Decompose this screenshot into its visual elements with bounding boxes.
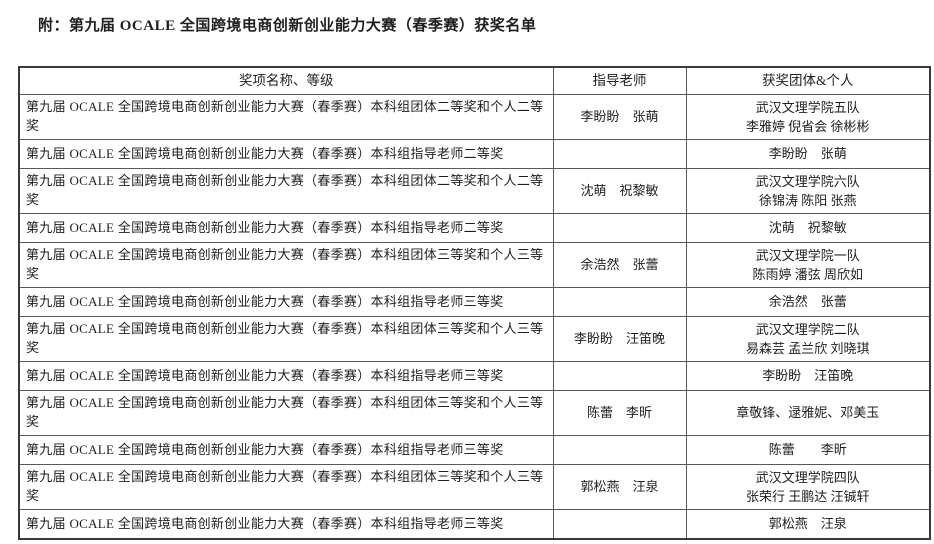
award-cell: 第九届 OCALE 全国跨境电商创新创业能力大赛（春季赛）本科组团体二等奖和个人…	[18, 94, 554, 140]
table-row: 第九届 OCALE 全国跨境电商创新创业能力大赛（春季赛）本科组团体三等奖和个人…	[18, 316, 931, 362]
winner-line: 李盼盼 张萌	[768, 146, 847, 162]
table-row: 第九届 OCALE 全国跨境电商创新创业能力大赛（春季赛）本科组指导老师三等奖 …	[18, 287, 931, 317]
table-row: 第九届 OCALE 全国跨境电商创新创业能力大赛（春季赛）本科组指导老师三等奖 …	[18, 435, 931, 465]
table-row: 第九届 OCALE 全国跨境电商创新创业能力大赛（春季赛）本科组指导老师三等奖 …	[18, 361, 931, 391]
table-row: 第九届 OCALE 全国跨境电商创新创业能力大赛（春季赛）本科组指导老师三等奖 …	[18, 509, 931, 540]
awards-table-header: 奖项名称、等级 指导老师 获奖团体&个人	[18, 66, 931, 95]
table-row: 第九届 OCALE 全国跨境电商创新创业能力大赛（春季赛）本科组指导老师二等奖 …	[18, 213, 931, 243]
teachers-cell	[552, 139, 687, 169]
awards-table: 奖项名称、等级 指导老师 获奖团体&个人 第九届 OCALE 全国跨境电商创新创…	[18, 66, 931, 540]
table-row: 第九届 OCALE 全国跨境电商创新创业能力大赛（春季赛）本科组团体三等奖和个人…	[18, 464, 931, 510]
teachers-cell: 李盼盼 汪笛晚	[552, 316, 687, 362]
teachers-cell	[552, 361, 687, 391]
teachers-cell	[552, 435, 687, 465]
table-row: 第九届 OCALE 全国跨境电商创新创业能力大赛（春季赛）本科组指导老师二等奖 …	[18, 139, 931, 169]
winner-line: 李雅婷 倪省会 徐彬彬	[745, 119, 870, 134]
award-cell: 第九届 OCALE 全国跨境电商创新创业能力大赛（春季赛）本科组指导老师三等奖	[18, 361, 554, 391]
award-cell: 第九届 OCALE 全国跨境电商创新创业能力大赛（春季赛）本科组指导老师二等奖	[18, 139, 554, 169]
award-cell: 第九届 OCALE 全国跨境电商创新创业能力大赛（春季赛）本科组指导老师三等奖	[18, 509, 554, 540]
header-advisor: 指导老师	[552, 66, 687, 95]
header-winners: 获奖团体&个人	[685, 66, 931, 95]
winners-cell: 武汉文理学院一队 陈雨婷 潘弦 周欣如	[685, 242, 931, 288]
table-row: 第九届 OCALE 全国跨境电商创新创业能力大赛（春季赛）本科组团体二等奖和个人…	[18, 94, 931, 140]
awards-table-body: 第九届 OCALE 全国跨境电商创新创业能力大赛（春季赛）本科组团体二等奖和个人…	[18, 94, 931, 540]
award-cell: 第九届 OCALE 全国跨境电商创新创业能力大赛（春季赛）本科组指导老师三等奖	[18, 287, 554, 317]
winner-line: 武汉文理学院二队	[755, 321, 860, 337]
winners-cell: 武汉文理学院四队 张荣行 王鹏达 汪铖轩	[685, 464, 931, 510]
award-cell: 第九届 OCALE 全国跨境电商创新创业能力大赛（春季赛）本科组指导老师二等奖	[18, 213, 554, 243]
winner-line: 李盼盼 汪笛晚	[762, 368, 854, 384]
winners-cell: 武汉文理学院二队 易森芸 孟兰欣 刘晓琪	[685, 316, 931, 362]
award-cell: 第九届 OCALE 全国跨境电商创新创业能力大赛（春季赛）本科组团体三等奖和个人…	[18, 242, 554, 288]
winner-line: 余浩然 张蕾	[768, 294, 847, 310]
award-cell: 第九届 OCALE 全国跨境电商创新创业能力大赛（春季赛）本科组团体三等奖和个人…	[18, 464, 554, 510]
winners-cell: 武汉文理学院五队 李雅婷 倪省会 徐彬彬	[685, 94, 931, 140]
teachers-cell: 郭松燕 汪泉	[552, 464, 687, 510]
award-cell: 第九届 OCALE 全国跨境电商创新创业能力大赛（春季赛）本科组指导老师三等奖	[18, 435, 554, 465]
header-award-name: 奖项名称、等级	[18, 66, 554, 95]
header-row: 奖项名称、等级 指导老师 获奖团体&个人	[18, 66, 931, 95]
winner-line: 武汉文理学院五队	[755, 99, 860, 115]
winner-line: 陈雨婷 潘弦 周欣如	[752, 267, 863, 282]
winners-cell: 李盼盼 汪笛晚	[685, 361, 931, 391]
winners-cell: 郭松燕 汪泉	[685, 509, 931, 540]
teachers-cell: 李盼盼 张萌	[552, 94, 687, 140]
winner-line: 章敬锋、逯雅妮、邓美玉	[736, 405, 880, 421]
winners-cell: 余浩然 张蕾	[685, 287, 931, 317]
winner-line: 武汉文理学院六队	[755, 173, 860, 189]
page-title: 附：第九届 OCALE 全国跨境电商创新创业能力大赛（春季赛）获奖名单	[38, 18, 537, 34]
teachers-cell: 沈萌 祝黎敏	[552, 168, 687, 214]
teachers-cell	[552, 213, 687, 243]
winner-line: 郭松燕 汪泉	[768, 516, 847, 532]
winner-line: 武汉文理学院一队	[755, 247, 860, 263]
teachers-cell: 陈蕾 李昕	[552, 390, 687, 436]
winner-line: 易森芸 孟兰欣 刘晓琪	[745, 341, 870, 356]
winner-line: 陈蕾 李昕	[768, 442, 847, 458]
winner-line: 徐锦涛 陈阳 张燕	[758, 193, 857, 208]
winners-cell: 章敬锋、逯雅妮、邓美玉	[685, 390, 931, 436]
teachers-cell	[552, 287, 687, 317]
winner-line: 沈萌 祝黎敏	[768, 220, 847, 236]
table-row: 第九届 OCALE 全国跨境电商创新创业能力大赛（春季赛）本科组团体三等奖和个人…	[18, 390, 931, 436]
winners-cell: 李盼盼 张萌	[685, 139, 931, 169]
winners-cell: 沈萌 祝黎敏	[685, 213, 931, 243]
teachers-cell	[552, 509, 687, 540]
award-cell: 第九届 OCALE 全国跨境电商创新创业能力大赛（春季赛）本科组团体二等奖和个人…	[18, 168, 554, 214]
table-row: 第九届 OCALE 全国跨境电商创新创业能力大赛（春季赛）本科组团体三等奖和个人…	[18, 242, 931, 288]
teachers-cell: 余浩然 张蕾	[552, 242, 687, 288]
winners-cell: 武汉文理学院六队 徐锦涛 陈阳 张燕	[685, 168, 931, 214]
winner-line: 张荣行 王鹏达 汪铖轩	[745, 489, 870, 504]
award-cell: 第九届 OCALE 全国跨境电商创新创业能力大赛（春季赛）本科组团体三等奖和个人…	[18, 316, 554, 362]
winner-line: 武汉文理学院四队	[755, 469, 860, 485]
winners-cell: 陈蕾 李昕	[685, 435, 931, 465]
table-row: 第九届 OCALE 全国跨境电商创新创业能力大赛（春季赛）本科组团体二等奖和个人…	[18, 168, 931, 214]
award-cell: 第九届 OCALE 全国跨境电商创新创业能力大赛（春季赛）本科组团体三等奖和个人…	[18, 390, 554, 436]
